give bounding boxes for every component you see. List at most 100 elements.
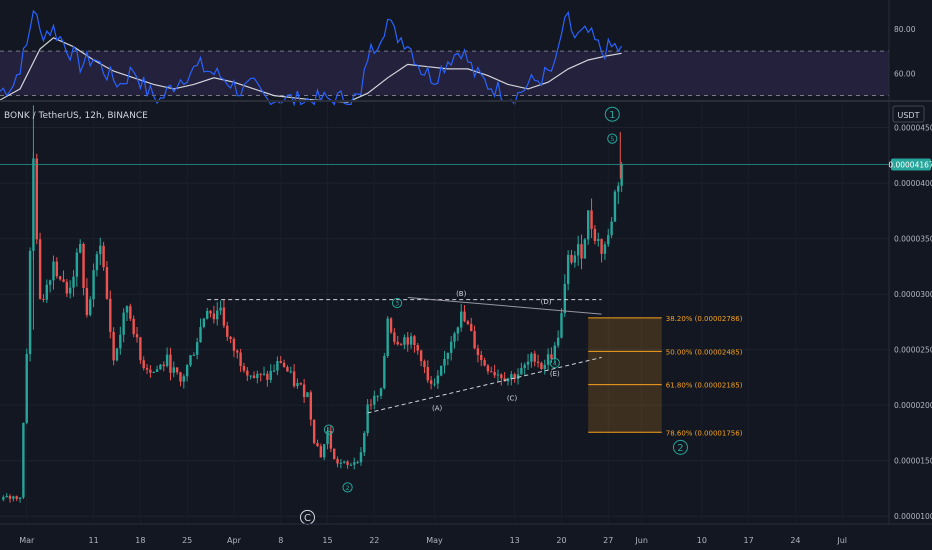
price-axis[interactable]: USDT 0.00004500 0.00004000 0.00003500 0.000… xyxy=(888,0,932,524)
candle-body xyxy=(159,364,162,370)
candle-body xyxy=(597,239,600,242)
candle-body xyxy=(473,331,476,349)
candle-body xyxy=(556,337,560,346)
candle-body xyxy=(496,374,500,376)
fib-zone: 38.20% (0.00002786) 50.00% (0.00002485) 61… xyxy=(588,315,743,437)
time-tick-label: 13 xyxy=(510,536,520,545)
candle-body xyxy=(339,462,343,464)
candle-body xyxy=(576,244,580,256)
candle-body xyxy=(222,307,226,326)
candle-body xyxy=(540,362,543,370)
candle-body xyxy=(48,280,52,285)
fib-level-label: 61.80% (0.00002185) xyxy=(666,382,743,390)
upper-trendline-line[interactable] xyxy=(407,296,602,315)
candle-body xyxy=(416,345,419,351)
candle-body xyxy=(573,255,577,263)
time-tick-label: 11 xyxy=(88,536,98,545)
time-tick-label: Jul xyxy=(836,536,847,545)
candle-body xyxy=(72,276,75,288)
candle-body xyxy=(199,327,202,343)
candle-body xyxy=(526,361,530,365)
candle-body xyxy=(486,365,490,372)
candle-body xyxy=(112,331,115,361)
candle-body xyxy=(309,392,313,420)
candle-body xyxy=(119,334,122,349)
candle-body xyxy=(175,367,179,373)
candle-body xyxy=(383,356,386,389)
candle-body xyxy=(326,430,329,445)
candle-body xyxy=(593,228,597,242)
trend-lines[interactable] xyxy=(207,296,602,414)
wave-label-circle xyxy=(342,482,353,493)
price-pane[interactable]: 38.20% (0.00002786) 50.00% (0.00002485) 61… xyxy=(0,102,889,525)
candle-body xyxy=(192,354,196,356)
price-tick-label: 0.00004000 xyxy=(894,179,932,188)
wave-label: 1 xyxy=(327,426,331,434)
candle-body xyxy=(79,243,82,253)
candle-body xyxy=(336,458,339,464)
candle-body xyxy=(109,298,112,332)
candle-body xyxy=(12,496,15,499)
candle-body xyxy=(202,318,206,328)
candle-body xyxy=(306,392,309,398)
candle-body xyxy=(65,281,69,294)
candle-body xyxy=(62,279,65,282)
wave-label: 1 xyxy=(609,110,615,121)
candle-body xyxy=(22,422,25,498)
time-tick-label: 8 xyxy=(278,536,283,545)
wave-label: (A) xyxy=(432,404,443,412)
candle-body xyxy=(406,337,409,345)
candle-body xyxy=(379,388,383,396)
last-price-badge xyxy=(891,158,931,171)
candle-body xyxy=(443,358,446,366)
candle-body xyxy=(446,352,450,359)
candle-body xyxy=(523,364,526,369)
candle-body xyxy=(145,368,149,370)
candle-body xyxy=(463,311,466,322)
candle-body xyxy=(423,361,426,368)
candle-body xyxy=(286,366,289,372)
candle-body xyxy=(58,276,62,280)
rsi-pane[interactable]: 80.00 60.00 xyxy=(0,9,916,107)
time-tick-label: Mar xyxy=(19,536,35,545)
candle-body xyxy=(436,375,440,384)
candle-body xyxy=(322,444,326,458)
candle-body xyxy=(510,374,513,379)
last-price-value: 0.00004167 xyxy=(888,161,932,170)
candle-body xyxy=(15,496,18,499)
candle-body xyxy=(179,372,182,382)
price-tick-label: 0.00003500 xyxy=(894,235,932,244)
wave-label-circle xyxy=(323,424,334,435)
time-tick-label: 20 xyxy=(556,536,566,545)
time-tick-label: 25 xyxy=(182,536,192,545)
candle-body xyxy=(466,321,470,324)
candle-body xyxy=(149,369,152,373)
candle-body xyxy=(583,239,587,259)
candle-body xyxy=(182,376,186,382)
candle-body xyxy=(607,235,610,245)
candle-body xyxy=(456,327,460,334)
candle-body xyxy=(506,378,510,382)
candle-body xyxy=(89,299,92,315)
candle-body xyxy=(399,344,403,346)
candle-body xyxy=(449,341,453,353)
candle-body xyxy=(162,364,165,367)
candle-body xyxy=(252,375,256,379)
wave-label: C xyxy=(304,513,311,524)
candle-body xyxy=(617,185,620,192)
candle-body xyxy=(353,462,356,465)
candle-body xyxy=(570,254,573,263)
candle-body xyxy=(279,361,282,363)
candle-body xyxy=(122,312,125,335)
candle-body xyxy=(165,354,169,367)
candle-body xyxy=(82,243,85,288)
candle-body xyxy=(296,383,299,387)
wave-label: 2 xyxy=(677,443,683,454)
lower-trendline-line[interactable] xyxy=(367,356,602,414)
currency-button[interactable] xyxy=(892,105,925,123)
time-axis[interactable]: Mar 11 18 25 Apr 8 15 22 May 13 20 27 Jun 10 17 24 Jul xyxy=(0,523,932,545)
candle-body xyxy=(500,374,503,379)
candle-body xyxy=(115,348,119,361)
